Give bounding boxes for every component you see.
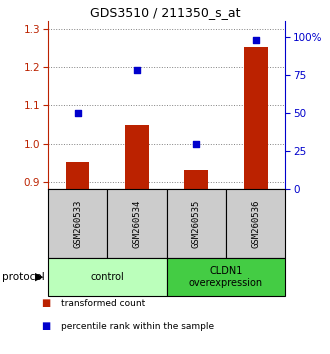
Text: percentile rank within the sample: percentile rank within the sample [61,322,214,331]
Bar [48,258,167,296]
Bar [48,189,107,258]
Text: GSM260534: GSM260534 [132,200,142,248]
Text: ▶: ▶ [35,272,43,282]
Text: transformed count: transformed count [61,299,145,308]
Text: GSM260536: GSM260536 [251,200,260,248]
Text: GDS3510 / 211350_s_at: GDS3510 / 211350_s_at [90,6,240,19]
Text: ■: ■ [41,298,50,308]
Bar [125,125,149,189]
Bar [107,189,167,258]
Bar [244,47,268,189]
Point [134,67,140,73]
Point [75,110,80,116]
Text: protocol: protocol [2,272,45,282]
Text: ■: ■ [41,321,50,331]
Text: CLDN1
overexpression: CLDN1 overexpression [189,266,263,288]
Text: GSM260533: GSM260533 [73,200,82,248]
Point [194,141,199,146]
Bar [184,170,208,189]
Bar [167,189,226,258]
Text: control: control [90,272,124,282]
Text: GSM260535: GSM260535 [192,200,201,248]
Bar [226,189,285,258]
Bar [167,258,285,296]
Point [253,37,258,42]
Bar [66,162,89,189]
